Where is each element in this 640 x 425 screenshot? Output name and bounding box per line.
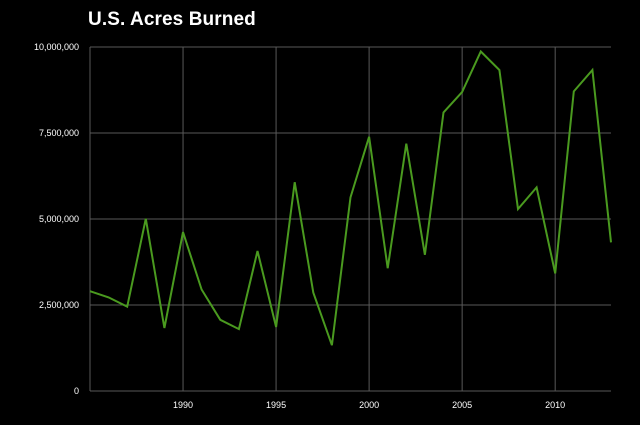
y-tick-label: 10,000,000 bbox=[34, 42, 79, 52]
y-tick-label: 5,000,000 bbox=[39, 214, 79, 224]
axis-labels: 0 2,500,000 5,000,000 7,500,000 10,000,000 19… bbox=[34, 42, 565, 410]
y-tick-label: 7,500,000 bbox=[39, 128, 79, 138]
y-tick-label: 2,500,000 bbox=[39, 300, 79, 310]
series-layer bbox=[89, 49, 612, 346]
grid bbox=[89, 46, 611, 392]
x-tick-label: 2010 bbox=[545, 400, 565, 410]
x-tick-label: 2000 bbox=[359, 400, 379, 410]
y-tick-label: 0 bbox=[74, 386, 79, 396]
series-line bbox=[89, 49, 612, 346]
x-tick-label: 1990 bbox=[173, 400, 193, 410]
chart-title: U.S. Acres Burned bbox=[88, 9, 256, 30]
x-tick-label: 1995 bbox=[266, 400, 286, 410]
x-tick-label: 2005 bbox=[452, 400, 472, 410]
